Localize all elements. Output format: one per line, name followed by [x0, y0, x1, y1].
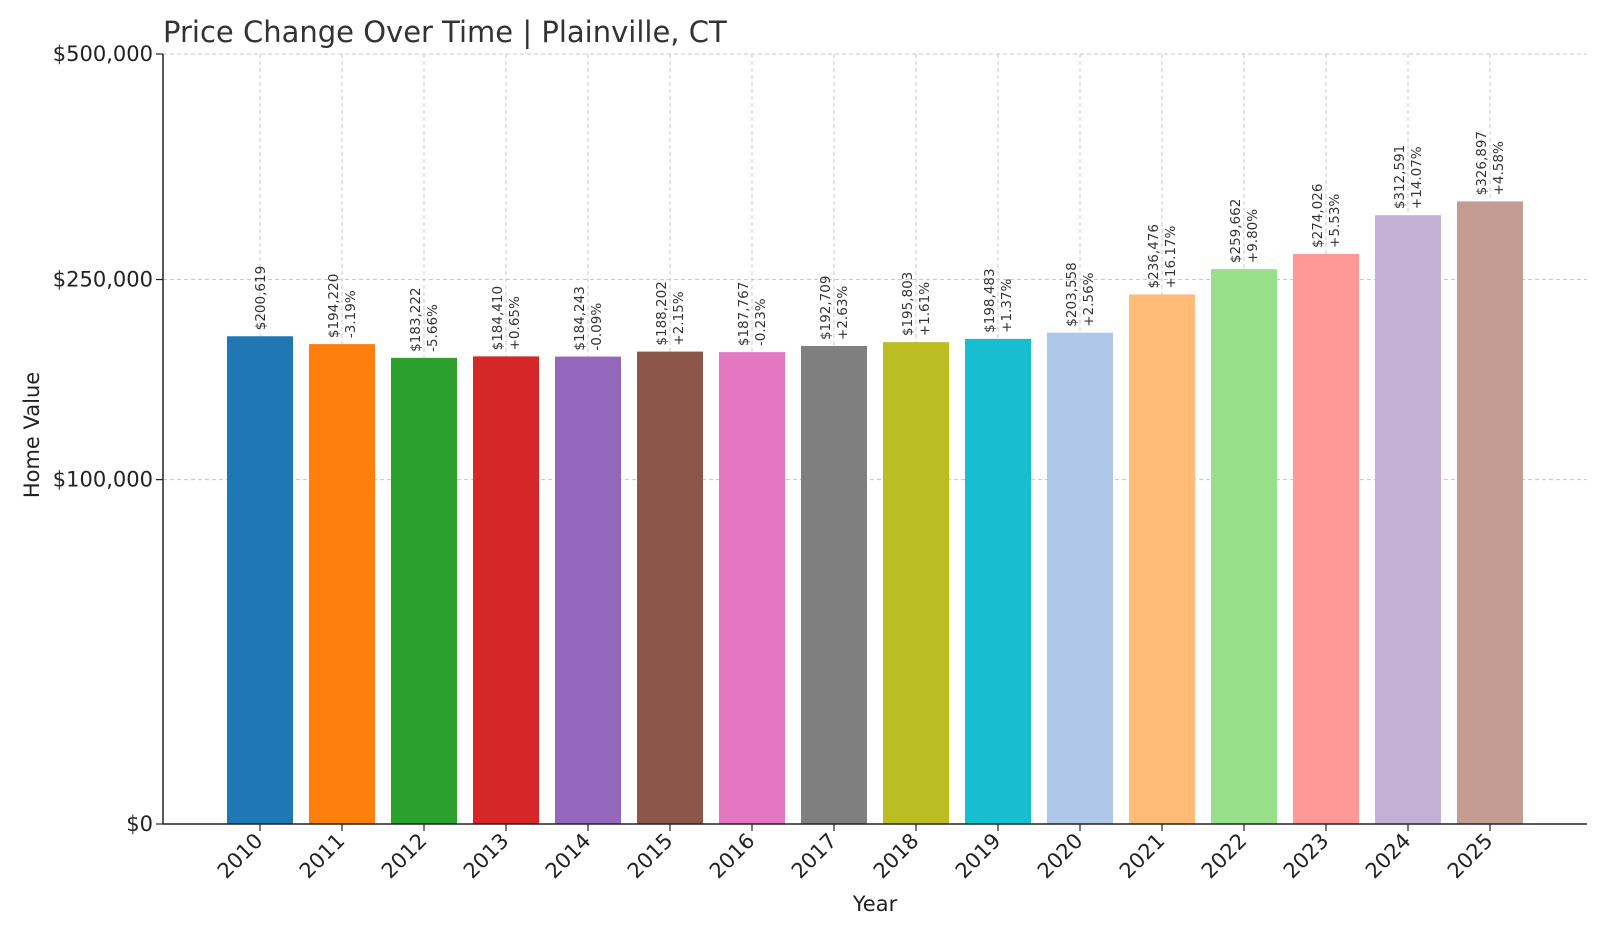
bar-2013 [473, 356, 539, 824]
grid-lines [163, 53, 1587, 824]
bar-label-2018: $195,803 +1.61% [900, 272, 933, 336]
y-tick-label: $100,000 [53, 468, 153, 492]
bar-label-2025: $326,897 +4.58% [1474, 131, 1507, 195]
bar-2023 [1293, 253, 1359, 824]
change-label: +0.65% [507, 296, 523, 350]
x-ticks: 2010 2011 2012 2013 2014 2015 2016 2017 2018 2019… [213, 824, 1498, 883]
value-label: $259,662 [1228, 199, 1244, 263]
bar-2021 [1129, 294, 1195, 824]
bar-2024 [1375, 215, 1441, 825]
x-tick-label: 2025 [1443, 829, 1498, 884]
value-label: $200,619 [253, 266, 269, 330]
bar-2017 [801, 345, 867, 824]
y-axis-title: Home Value [20, 372, 44, 498]
bar-label-2012: $183,222 -5.66% [408, 287, 441, 351]
change-label: +14.07% [1409, 146, 1425, 209]
bar-label-2019: $198,483 +1.37% [982, 268, 1015, 332]
change-label: +2.63% [835, 286, 851, 340]
value-label: $274,026 [1310, 184, 1326, 248]
x-tick-label: 2022 [1197, 829, 1252, 884]
chart-title: Price Change Over Time | Plainville, CT [163, 15, 727, 49]
change-label: +2.56% [1081, 272, 1097, 326]
y-tick-label: $250,000 [53, 268, 153, 292]
value-label: $194,220 [326, 274, 342, 338]
bar-2022 [1211, 269, 1277, 824]
x-tick-label: 2018 [869, 829, 924, 884]
bar-label-2010: $200,619 [253, 266, 269, 330]
bar-2014 [555, 356, 621, 824]
y-tick-label: $500,000 [53, 42, 153, 66]
x-tick-label: 2021 [1115, 829, 1170, 884]
bar-label-2021: $236,476 +16.17% [1146, 224, 1179, 288]
bar-label-2011: $194,220 -3.19% [326, 274, 359, 338]
value-label: $188,202 [654, 281, 670, 345]
x-tick-label: 2024 [1361, 829, 1416, 884]
y-tick-label: $0 [126, 812, 153, 836]
bars [227, 201, 1523, 825]
x-tick-label: 2019 [951, 829, 1006, 884]
change-label: +1.37% [999, 278, 1015, 332]
bar-label-2023: $274,026 +5.53% [1310, 184, 1343, 248]
change-label: +2.15% [671, 291, 687, 345]
bar-label-2015: $188,202 +2.15% [654, 281, 687, 345]
value-label: $236,476 [1146, 224, 1162, 288]
change-label: +1.61% [917, 282, 933, 336]
bar-label-2022: $259,662 +9.80% [1228, 199, 1261, 263]
change-label: +9.80% [1245, 209, 1261, 263]
bar-2015 [637, 351, 703, 824]
x-tick-label: 2017 [787, 829, 842, 884]
change-label: +5.53% [1327, 194, 1343, 248]
x-tick-label: 2020 [1033, 829, 1088, 884]
value-label: $183,222 [408, 287, 424, 351]
value-label: $203,558 [1064, 262, 1080, 326]
x-tick-label: 2023 [1279, 829, 1334, 884]
bar-label-2024: $312,591 +14.07% [1392, 145, 1425, 209]
bar-labels: $200,619 $194,220 -3.19% $183,222 -5.66% $184… [253, 131, 1507, 352]
value-label: $195,803 [900, 272, 916, 336]
bar-2020 [1047, 332, 1113, 824]
x-tick-label: 2012 [377, 829, 432, 884]
bar-2018 [883, 342, 949, 824]
x-tick-label: 2015 [623, 829, 678, 884]
x-tick-label: 2011 [295, 829, 350, 884]
bar-2011 [309, 344, 375, 824]
change-label: -0.23% [753, 298, 769, 346]
change-label: -3.19% [343, 290, 359, 338]
x-tick-label: 2013 [459, 829, 514, 884]
value-label: $184,243 [572, 286, 588, 350]
value-label: $198,483 [982, 268, 998, 332]
bar-label-2014: $184,243 -0.09% [572, 286, 605, 350]
value-label: $192,709 [818, 276, 834, 340]
value-label: $312,591 [1392, 145, 1408, 209]
y-ticks: $0 $100,000 $250,000 $500,000 [53, 42, 163, 836]
bar-2019 [965, 338, 1031, 824]
bar-label-2013: $184,410 +0.65% [490, 286, 523, 350]
bar-label-2017: $192,709 +2.63% [818, 276, 851, 340]
change-label: -5.66% [425, 304, 441, 352]
bar-2016 [719, 352, 785, 824]
change-label: +16.17% [1163, 226, 1179, 289]
x-tick-label: 2016 [705, 829, 760, 884]
value-label: $326,897 [1474, 131, 1490, 195]
bar-label-2020: $203,558 +2.56% [1064, 262, 1097, 326]
x-tick-label: 2014 [541, 829, 596, 884]
bar-2025 [1457, 201, 1523, 824]
bar-2010 [227, 336, 293, 824]
bar-2012 [391, 357, 457, 824]
change-label: +4.58% [1491, 141, 1507, 195]
value-label: $187,767 [736, 282, 752, 346]
axes [162, 54, 1587, 825]
x-axis-title: Year [852, 892, 898, 916]
x-tick-label: 2010 [213, 829, 268, 884]
value-label: $184,410 [490, 286, 506, 350]
bar-label-2016: $187,767 -0.23% [736, 282, 769, 346]
change-label: -0.09% [589, 303, 605, 351]
